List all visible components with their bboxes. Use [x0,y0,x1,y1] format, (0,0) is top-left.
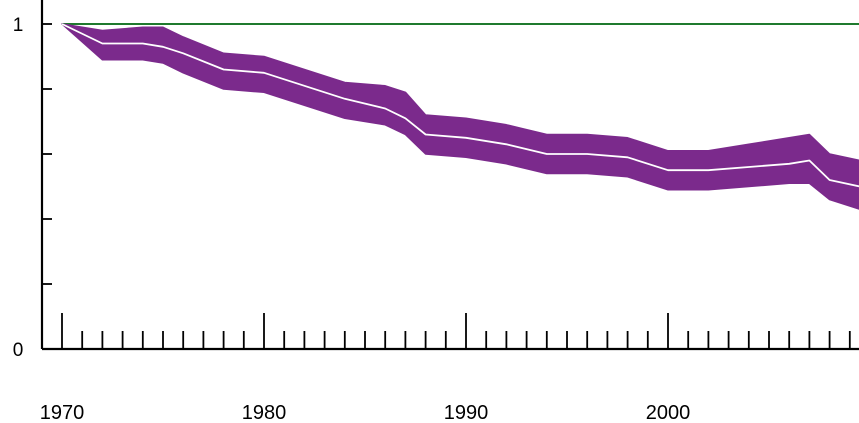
x-tick-label: 1970 [40,402,85,423]
series-0-band [61,23,859,210]
series-0-line [61,23,859,188]
x-ticks [61,313,851,349]
y-tick-label: 0 [13,340,24,361]
x-tick-label: 2000 [646,402,691,423]
y-tick-label: 1 [13,15,24,36]
y-ticks [42,23,52,350]
plot-area [61,23,859,210]
x-tick-label: 1980 [242,402,287,423]
x-tick-label: 1990 [444,402,489,423]
x-tick-labels: 1970 1980 1990 2000 [40,402,691,423]
y-tick-labels: 01 [13,15,24,361]
